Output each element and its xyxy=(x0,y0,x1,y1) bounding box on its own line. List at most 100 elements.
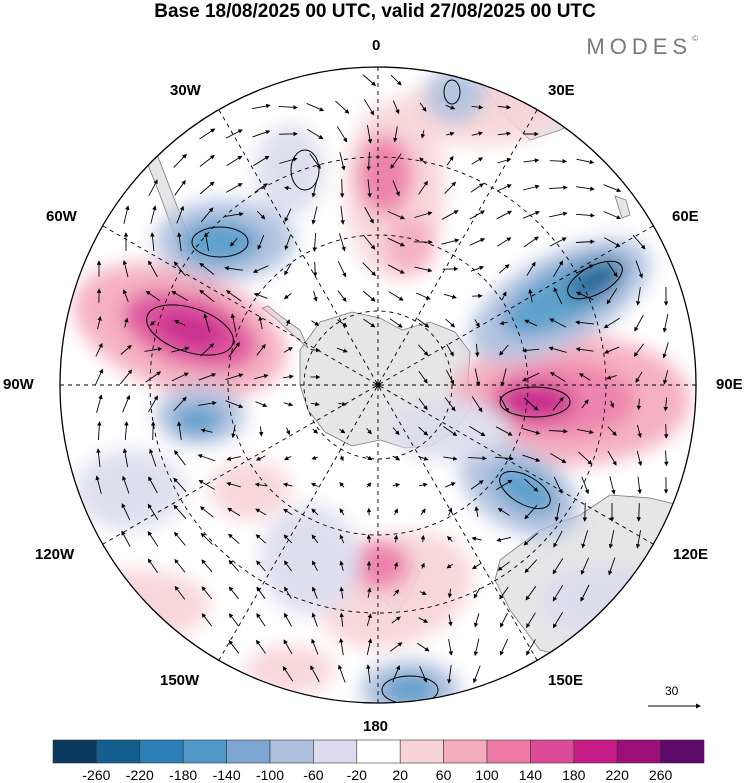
negative-anomaly xyxy=(255,125,325,215)
wind-arrow xyxy=(312,428,319,434)
wind-arrow xyxy=(283,293,292,300)
wind-arrow xyxy=(414,211,433,218)
wind-arrow xyxy=(496,184,512,192)
wind-arrow xyxy=(364,206,374,224)
wind-arrow xyxy=(282,666,294,682)
wind-arrow xyxy=(253,292,268,299)
wind-arrow xyxy=(95,342,103,357)
wind-arrow xyxy=(418,398,428,411)
wind-arrow xyxy=(441,210,459,220)
wind-arrow xyxy=(418,180,428,195)
colorbar-swatch xyxy=(486,739,531,764)
wind-arrow xyxy=(363,318,376,328)
wind-arrow xyxy=(500,368,507,387)
wind-arrow xyxy=(387,210,406,220)
wind-arrow xyxy=(392,100,400,115)
wind-arrow xyxy=(444,397,456,412)
wind-arrow xyxy=(119,369,133,385)
wind-arrow xyxy=(199,128,216,140)
wind-arrow xyxy=(549,237,567,247)
wind-arrow xyxy=(256,613,266,627)
wind-arrow xyxy=(581,530,589,549)
wind-arrow xyxy=(173,477,187,493)
colorbar-tick-label: 260 xyxy=(649,767,673,783)
wind-arrow xyxy=(525,585,537,601)
wind-arrow xyxy=(253,155,270,167)
wind-arrow xyxy=(607,450,617,466)
wind-arrow xyxy=(473,587,481,599)
wind-arrow xyxy=(392,455,401,461)
wind-arrow xyxy=(148,260,158,278)
wind-arrow xyxy=(389,642,403,652)
wind-arrow xyxy=(231,424,236,439)
wind-arrow xyxy=(284,208,292,223)
wind-arrow xyxy=(443,456,458,461)
wind-arrow xyxy=(497,157,512,164)
wind-arrow xyxy=(278,105,298,110)
circulation-loop xyxy=(146,304,234,356)
colorbar-tick-label: 180 xyxy=(562,767,586,783)
colorbar: -260 -220 -180 -140 -100 -60 -20 20 60 100 140 180 2… xyxy=(52,739,705,783)
wind-arrow xyxy=(606,288,618,305)
colorbar-tick-label: 140 xyxy=(519,767,543,783)
wind-arrow xyxy=(225,373,244,381)
wind-arrow xyxy=(446,535,453,542)
wind-arrow xyxy=(470,183,484,193)
wind-arrow xyxy=(177,232,182,251)
wind-arrow xyxy=(603,317,620,329)
wind-arrow xyxy=(467,455,487,461)
wind-arrow xyxy=(336,126,348,143)
wind-arrow xyxy=(283,639,293,655)
wind-arrow xyxy=(446,369,455,385)
wind-arrow xyxy=(443,426,458,437)
wind-arrow xyxy=(470,265,485,272)
wind-arrow xyxy=(337,261,347,278)
wind-arrow xyxy=(418,370,428,384)
wind-arrow xyxy=(521,372,540,382)
wind-arrow xyxy=(392,180,400,197)
wind-arrow xyxy=(200,532,213,545)
wind-arrow xyxy=(608,530,615,549)
wind-arrow xyxy=(283,455,292,461)
wind-arrow xyxy=(199,154,215,167)
wind-arrow xyxy=(636,450,643,467)
brand-mark: © xyxy=(692,34,698,43)
colorbar-tick-label: 220 xyxy=(606,767,630,783)
wind-arrow xyxy=(636,398,642,411)
map-boundary xyxy=(59,66,697,704)
wind-arrow xyxy=(526,612,536,629)
wind-arrow xyxy=(575,239,595,244)
wind-arrow xyxy=(448,614,453,627)
wind-arrow xyxy=(171,291,189,301)
wind-arrow xyxy=(335,100,350,114)
negative-anomaly xyxy=(567,260,623,300)
wind-arrow xyxy=(362,290,376,302)
wind-arrow xyxy=(447,665,452,684)
wind-arrow xyxy=(443,293,457,299)
wind-arrow xyxy=(283,402,294,407)
wind-arrow xyxy=(418,617,429,623)
wind-arrow xyxy=(635,530,642,549)
colorbar-tick-label: -260 xyxy=(82,767,110,783)
wind-arrow xyxy=(340,206,345,225)
wind-arrow xyxy=(228,586,239,600)
wind-arrow xyxy=(366,151,371,171)
wind-arrow xyxy=(387,237,406,247)
wind-arrow xyxy=(224,266,243,271)
wind-arrow xyxy=(225,129,243,139)
wind-arrow xyxy=(634,314,644,332)
wind-arrow xyxy=(581,399,589,409)
wind-arrow xyxy=(339,612,344,627)
wind-arrow xyxy=(497,561,510,571)
wind-arrow xyxy=(575,213,595,218)
wind-arrow xyxy=(414,266,433,273)
circulation-loop xyxy=(290,149,320,191)
wind-arrow xyxy=(608,557,616,576)
wind-arrow xyxy=(148,395,158,413)
wind-arrow xyxy=(471,131,484,136)
positive-anomaly xyxy=(70,570,210,640)
wind-arrow xyxy=(664,450,669,467)
wind-arrow xyxy=(500,612,508,628)
wind-arrow xyxy=(663,370,669,385)
wind-arrow xyxy=(448,507,453,516)
